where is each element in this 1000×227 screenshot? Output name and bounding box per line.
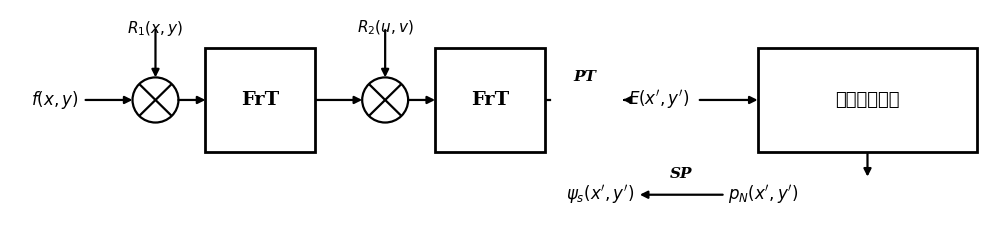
Text: PT: PT <box>573 70 596 84</box>
Text: 相位恢复算法: 相位恢复算法 <box>835 91 900 109</box>
Text: FrT: FrT <box>471 91 509 109</box>
Text: SP: SP <box>670 167 692 181</box>
Text: FrT: FrT <box>241 91 279 109</box>
Bar <box>435 48 545 152</box>
Bar <box>758 48 977 152</box>
Text: $R_2(u,v)$: $R_2(u,v)$ <box>357 19 414 37</box>
Text: $p_N(x',y')$: $p_N(x',y')$ <box>728 183 798 206</box>
Text: $R_1(x,y)$: $R_1(x,y)$ <box>127 19 184 38</box>
Text: $\psi_s(x',y')$: $\psi_s(x',y')$ <box>566 183 635 206</box>
Text: $E(x',y')$: $E(x',y')$ <box>628 89 689 111</box>
Bar <box>205 48 315 152</box>
Text: $f(x,y)$: $f(x,y)$ <box>31 89 78 111</box>
